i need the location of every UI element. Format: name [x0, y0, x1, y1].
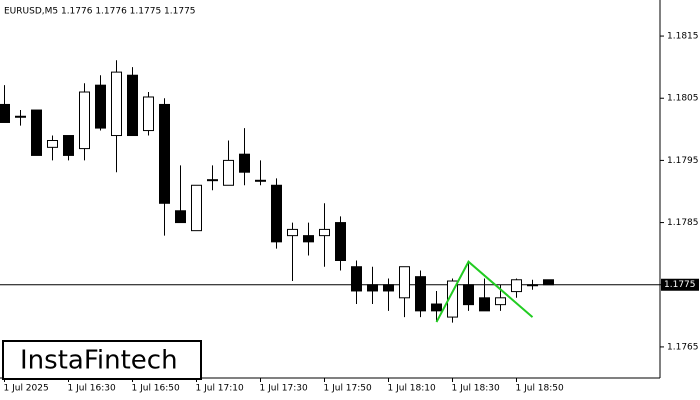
- candle-body: [255, 179, 266, 182]
- x-tick-label: 1 Jul 16:30: [68, 384, 117, 394]
- candle-body: [79, 91, 90, 150]
- chart-title: EURUSD,M5 1.1776 1.1776 1.1775 1.1775: [4, 7, 196, 17]
- candle-body: [479, 297, 490, 312]
- y-tick-label: 1.1805: [667, 94, 699, 104]
- candle-body: [223, 159, 234, 186]
- candle-body: [463, 284, 474, 306]
- candle-body: [271, 184, 282, 243]
- current-price-box: [661, 278, 699, 291]
- x-tick-label: 1 Jul 17:10: [196, 384, 245, 394]
- candle-body: [191, 184, 202, 232]
- x-tick-label: 1 Jul 18:10: [388, 384, 437, 394]
- candle-body: [351, 266, 362, 292]
- candle-body: [415, 276, 426, 312]
- candle-body: [527, 284, 538, 287]
- x-tick-label: 1 Jul 16:50: [132, 384, 181, 394]
- pattern-line: [435, 260, 534, 323]
- candle-body: [399, 266, 410, 299]
- candle-body: [303, 235, 314, 243]
- candle-body: [159, 103, 170, 204]
- candle-body: [319, 228, 330, 237]
- y-tick-label: 1.1765: [667, 342, 699, 352]
- candle-body: [511, 279, 522, 293]
- x-tick-label: 1 Jul 18:30: [452, 384, 501, 394]
- candle-body: [31, 109, 42, 156]
- candle-body: [543, 279, 554, 286]
- x-tick-label: 1 Jul 17:50: [324, 384, 373, 394]
- candle-body: [239, 153, 250, 173]
- candle-body: [0, 103, 10, 123]
- current-price-label: 1.1775: [664, 280, 696, 290]
- logo: InstaFintech: [20, 346, 178, 376]
- plot-area: 1.1815 1.1805 1.1795 1.1785 1.1775 1.1765 1 Ju…: [0, 32, 699, 394]
- candle-body: [447, 280, 458, 318]
- y-tick-label: 1.1795: [667, 156, 699, 166]
- candle-body: [47, 140, 58, 148]
- candle-body: [431, 303, 442, 312]
- candle-body: [15, 115, 26, 118]
- candle-body: [95, 84, 106, 129]
- candle-body: [367, 284, 378, 292]
- candle-body: [383, 284, 394, 292]
- candle-body: [495, 297, 506, 306]
- candle-body: [63, 135, 74, 156]
- y-tick-label: 1.1785: [667, 218, 699, 228]
- candle-body: [143, 96, 154, 132]
- x-tick-label: 1 Jul 17:30: [260, 384, 309, 394]
- logo-box: [2, 340, 202, 380]
- x-tick-label: 1 Jul 18:50: [516, 384, 565, 394]
- candle-body: [111, 71, 122, 137]
- candle-body: [175, 210, 186, 224]
- candle-body: [287, 228, 298, 237]
- y-tick-label: 1.1815: [667, 32, 699, 42]
- candle-body: [335, 222, 346, 261]
- x-tick-label: 1 Jul 2025: [4, 384, 49, 394]
- candle-body: [207, 179, 218, 182]
- candle-body: [127, 74, 138, 137]
